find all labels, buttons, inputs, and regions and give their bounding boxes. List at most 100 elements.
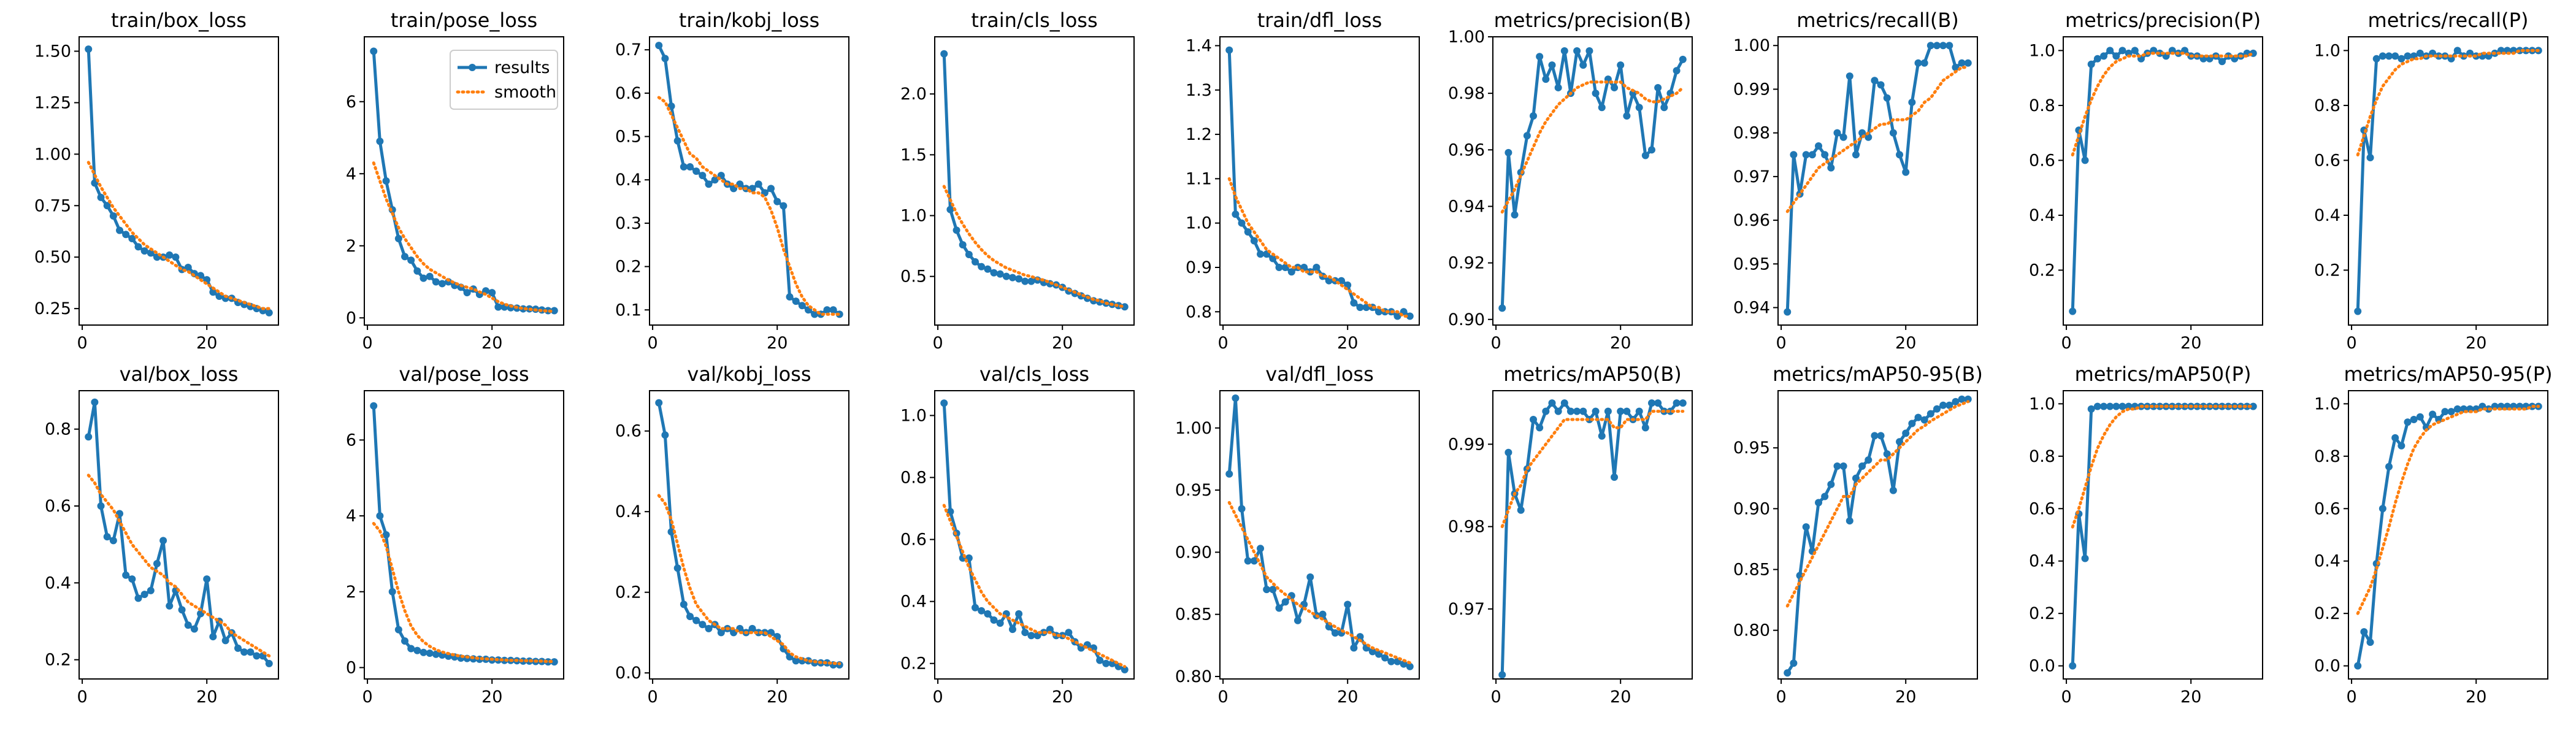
results-point [159, 537, 167, 545]
results-point [2453, 47, 2461, 55]
y-tick-label: 0.2 [900, 654, 927, 673]
results-point [1933, 42, 1941, 50]
plot-frame [649, 36, 849, 326]
y-tick-label: 0.50 [34, 248, 71, 267]
results-point [2093, 402, 2101, 410]
chart-title: metrics/precision(P) [2065, 9, 2261, 32]
results-point [1008, 626, 1016, 634]
results-point [1108, 659, 1116, 667]
results-point [1530, 112, 1538, 120]
results-point [1877, 81, 1885, 89]
y-tick-label: 0.90 [1448, 310, 1485, 329]
results-point [1313, 264, 1321, 271]
results-point [1560, 399, 1568, 407]
results-point [1381, 654, 1389, 662]
results-point [1530, 416, 1538, 423]
panel-metrics-precision-b: metrics/precision(B) 0.90 0.92 0.94 0.96 0.98… [1448, 9, 1693, 353]
results-point [1250, 237, 1258, 245]
results-point [2174, 402, 2182, 410]
results-point [1896, 151, 1904, 159]
results-point [2416, 49, 2424, 57]
results-point [1498, 671, 1506, 679]
results-point [959, 241, 967, 249]
results-point [1827, 164, 1835, 172]
series-smooth-line [2356, 48, 2540, 156]
series-smooth-line [2071, 52, 2255, 156]
results-point [2410, 416, 2418, 423]
results-point [2429, 410, 2437, 418]
results-point [2081, 156, 2089, 164]
results-point [1387, 657, 1395, 665]
y-tick-label: 6 [346, 93, 356, 112]
results-point [1585, 416, 1593, 423]
results-point [550, 307, 558, 315]
results-point [1368, 648, 1376, 656]
results-point [1554, 407, 1562, 415]
results-point [153, 560, 161, 567]
y-tick-label: 0.90 [1733, 499, 1770, 518]
y-tick-label: 0.6 [615, 422, 642, 441]
results-point [705, 624, 713, 632]
plot-frame [79, 36, 279, 326]
chart-title: train/dfl_loss [1257, 9, 1382, 32]
plot-frame [1219, 36, 1420, 326]
y-tick-label: 0.98 [1448, 84, 1485, 103]
y-tick-label: 0.85 [1733, 561, 1770, 580]
x-tick-label: 0 [1776, 334, 1786, 353]
results-point [413, 646, 421, 654]
y-tick-label: 0.90 [1175, 543, 1212, 562]
y-tick-label: 0.75 [34, 196, 71, 215]
results-point [1846, 72, 1853, 80]
results-point [2354, 307, 2362, 315]
y-tick-label: 4 [346, 164, 356, 183]
results-point [184, 621, 192, 629]
results-point [667, 528, 675, 536]
chart-title: val/pose_loss [399, 362, 529, 386]
y-tick-label: 1.4 [1186, 36, 1212, 55]
y-tick-label: 0.2 [2314, 261, 2340, 280]
results-point [2100, 402, 2108, 410]
results-point [1505, 148, 1512, 156]
y-tick-label: 0.8 [45, 420, 71, 439]
x-tick-label: 0 [647, 334, 657, 353]
y-tick-label: 1.1 [1186, 169, 1212, 188]
y-tick-label: 1.00 [1448, 28, 1485, 47]
results-point [2354, 662, 2362, 670]
y-tick-label: 0.98 [1733, 124, 1770, 143]
results-point [488, 289, 496, 297]
series-smooth-line [1500, 410, 1685, 529]
results-point [1554, 83, 1562, 91]
x-tick-label: 0 [1776, 688, 1786, 707]
y-tick-label: 1.0 [2029, 394, 2055, 413]
results-point [463, 289, 471, 297]
results-point [147, 249, 155, 257]
results-point [655, 42, 663, 50]
results-point [1498, 304, 1506, 312]
results-point [1815, 499, 1823, 507]
y-tick-label: 1.3 [1186, 81, 1212, 100]
y-tick-label: 0 [346, 309, 356, 328]
results-point [166, 602, 174, 610]
results-point [1250, 557, 1258, 565]
series-smooth-line [1500, 80, 1685, 214]
results-point [1939, 42, 1947, 50]
y-tick-label: 1.00 [1175, 419, 1212, 438]
results-point [2391, 52, 2399, 60]
y-tick-label: 0.2 [2029, 604, 2055, 623]
results-point [946, 205, 954, 213]
results-point [265, 659, 273, 667]
results-point [1560, 47, 1568, 55]
results-point [711, 176, 719, 184]
results-point [2069, 307, 2077, 315]
results-point [203, 575, 211, 583]
series-smooth-line [1227, 177, 1412, 318]
results-point [2218, 58, 2226, 66]
results-point [172, 253, 180, 261]
x-tick-label: 20 [1337, 334, 1358, 353]
x-tick-label: 0 [2346, 688, 2356, 707]
y-tick-label: 0.99 [1448, 435, 1485, 454]
x-tick-label: 0 [1490, 334, 1501, 353]
x-tick-label: 0 [1217, 688, 1228, 707]
results-point [972, 258, 979, 266]
